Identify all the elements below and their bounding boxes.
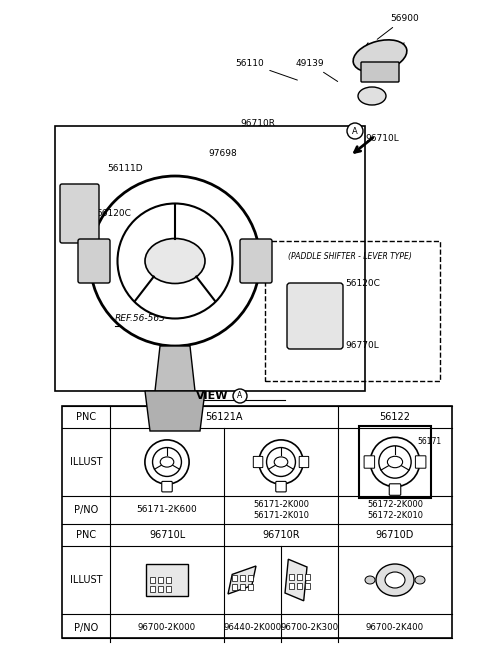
Bar — [297, 574, 302, 580]
Ellipse shape — [358, 87, 386, 105]
Text: 96710L: 96710L — [365, 134, 399, 143]
Bar — [240, 575, 245, 581]
Text: PNC: PNC — [76, 412, 96, 422]
FancyBboxPatch shape — [364, 456, 374, 468]
Text: 56190L: 56190L — [168, 291, 202, 300]
FancyBboxPatch shape — [389, 484, 401, 495]
Text: (PADDLE SHIFTER - LEVER TYPE): (PADDLE SHIFTER - LEVER TYPE) — [288, 251, 412, 260]
Text: 96700-2K400: 96700-2K400 — [366, 623, 424, 632]
Text: 49139: 49139 — [296, 59, 337, 81]
Ellipse shape — [353, 40, 407, 72]
Ellipse shape — [259, 440, 303, 484]
Text: 96710L: 96710L — [149, 530, 185, 540]
Ellipse shape — [266, 447, 296, 476]
Text: 56171-2K000
56171-2K010: 56171-2K000 56171-2K010 — [253, 501, 309, 520]
Ellipse shape — [274, 457, 288, 467]
Text: ILLUST: ILLUST — [70, 457, 102, 467]
Text: 56171-2K600: 56171-2K600 — [137, 506, 197, 514]
Text: 96710D: 96710D — [376, 530, 414, 540]
Ellipse shape — [379, 446, 411, 478]
FancyBboxPatch shape — [240, 239, 272, 283]
Bar — [248, 575, 253, 581]
FancyBboxPatch shape — [253, 457, 263, 468]
Bar — [240, 584, 245, 590]
Polygon shape — [145, 391, 205, 431]
Bar — [150, 577, 155, 583]
Bar — [232, 584, 237, 590]
Text: 56171: 56171 — [417, 437, 441, 446]
Text: 96700-2K300: 96700-2K300 — [280, 623, 338, 632]
Text: 56122: 56122 — [380, 412, 410, 422]
Ellipse shape — [385, 572, 405, 588]
Bar — [305, 583, 310, 589]
Text: 56121A: 56121A — [205, 412, 243, 422]
Text: 56172-2K000
56172-2K010: 56172-2K000 56172-2K010 — [367, 501, 423, 520]
Text: P/NO: P/NO — [74, 505, 98, 515]
FancyBboxPatch shape — [162, 482, 172, 492]
Bar — [289, 574, 294, 580]
Bar — [289, 583, 294, 589]
FancyBboxPatch shape — [60, 184, 99, 243]
Text: A: A — [238, 392, 242, 401]
Ellipse shape — [376, 564, 414, 596]
Text: 96710R: 96710R — [240, 119, 275, 128]
Text: 96770R: 96770R — [305, 314, 340, 323]
Bar — [232, 575, 237, 581]
Bar — [297, 583, 302, 589]
FancyBboxPatch shape — [415, 456, 426, 468]
Ellipse shape — [415, 576, 425, 584]
Bar — [305, 574, 310, 580]
Ellipse shape — [387, 457, 403, 468]
Ellipse shape — [145, 239, 205, 283]
Text: PNC: PNC — [76, 530, 96, 540]
Polygon shape — [228, 566, 256, 594]
Bar — [359, 426, 431, 498]
Bar — [62, 406, 452, 638]
Text: REF.56-563: REF.56-563 — [115, 314, 166, 323]
Text: 56900: 56900 — [377, 14, 419, 39]
FancyBboxPatch shape — [361, 62, 399, 82]
Text: 56111D: 56111D — [107, 164, 143, 173]
Text: 96700-2K000: 96700-2K000 — [138, 623, 196, 632]
Text: 56110: 56110 — [236, 59, 298, 80]
Text: 56120C: 56120C — [96, 209, 131, 218]
Text: 96710R: 96710R — [262, 530, 300, 540]
Polygon shape — [155, 346, 195, 391]
Bar — [166, 586, 171, 592]
Ellipse shape — [118, 203, 232, 319]
Bar — [150, 586, 155, 592]
Bar — [248, 584, 253, 590]
Text: VIEW: VIEW — [195, 391, 228, 401]
Bar — [158, 586, 163, 592]
Ellipse shape — [160, 457, 174, 467]
Text: ILLUST: ILLUST — [70, 575, 102, 585]
Text: 56190R: 56190R — [60, 217, 95, 226]
Circle shape — [347, 123, 363, 139]
Polygon shape — [146, 564, 188, 596]
FancyBboxPatch shape — [299, 457, 309, 468]
Ellipse shape — [370, 438, 420, 487]
Text: A: A — [352, 127, 358, 136]
Bar — [265, 241, 440, 381]
FancyBboxPatch shape — [78, 239, 110, 283]
Text: 96770L: 96770L — [345, 341, 379, 350]
Polygon shape — [285, 559, 307, 601]
Ellipse shape — [90, 176, 260, 346]
Text: 56120C: 56120C — [345, 279, 380, 288]
Bar — [166, 577, 171, 583]
FancyBboxPatch shape — [276, 482, 286, 492]
Circle shape — [233, 389, 247, 403]
Text: P/NO: P/NO — [74, 623, 98, 633]
Ellipse shape — [365, 576, 375, 584]
Text: 97698: 97698 — [208, 149, 237, 158]
Bar — [55, 126, 365, 391]
Text: 96440-2K000: 96440-2K000 — [223, 623, 282, 632]
Ellipse shape — [145, 440, 189, 484]
FancyBboxPatch shape — [287, 283, 343, 349]
Bar — [158, 577, 163, 583]
Ellipse shape — [153, 447, 181, 476]
